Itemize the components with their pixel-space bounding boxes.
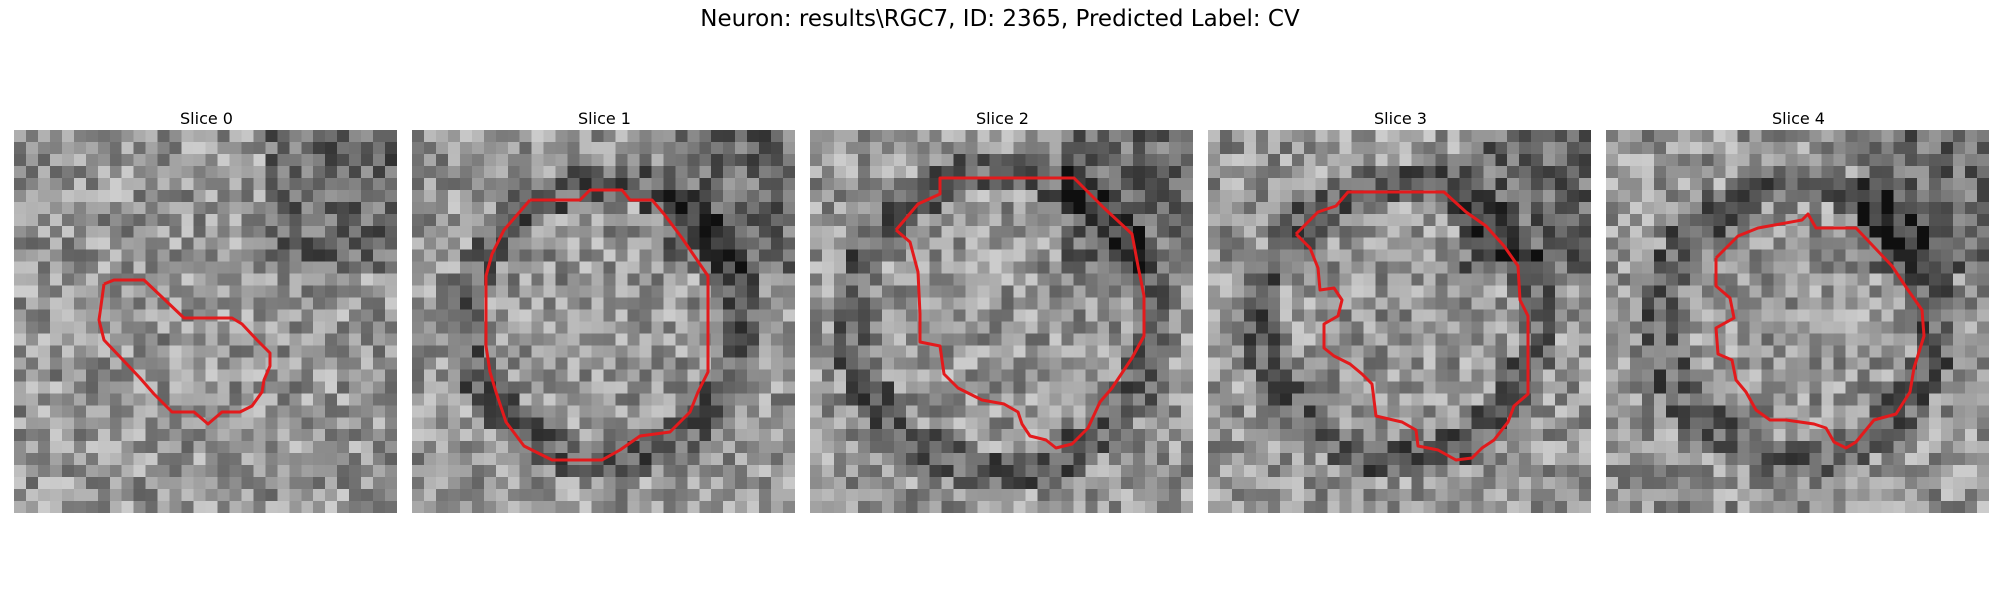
- slice-panel-2: Slice 2: [810, 108, 1195, 513]
- slice-title-3: Slice 3: [1374, 109, 1427, 128]
- slice-title-0: Slice 0: [180, 109, 233, 128]
- slice-title-4: Slice 4: [1772, 109, 1825, 128]
- slice-panel-1: Slice 1: [412, 108, 797, 513]
- slice-panel-3: Slice 3: [1208, 108, 1593, 513]
- slice-image-1: [412, 130, 795, 513]
- slice-title-1: Slice 1: [578, 109, 631, 128]
- slice-title-2: Slice 2: [976, 109, 1029, 128]
- slice-panel-4: Slice 4: [1606, 108, 1991, 513]
- slice-image-3: [1208, 130, 1591, 513]
- slice-image-4: [1606, 130, 1989, 513]
- slice-image-0: [14, 130, 397, 513]
- figure-title: Neuron: results\RGC7, ID: 2365, Predicte…: [700, 6, 1300, 32]
- slice-image-2: [810, 130, 1193, 513]
- slice-panel-0: Slice 0: [14, 108, 399, 513]
